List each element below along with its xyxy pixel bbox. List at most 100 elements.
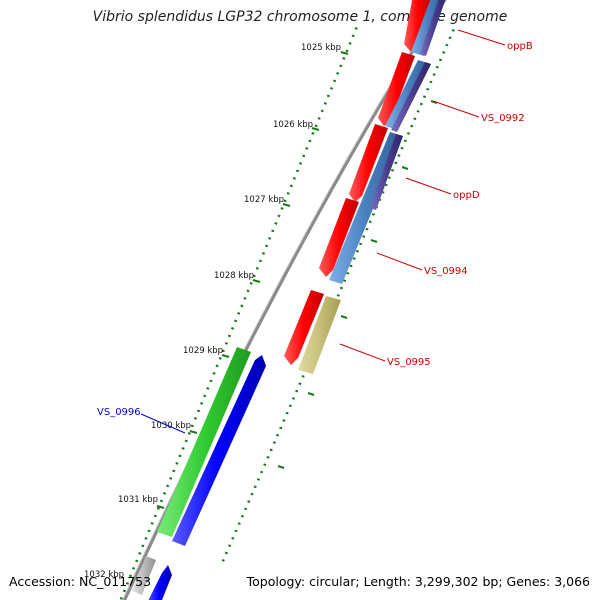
minor-tick xyxy=(209,379,213,383)
cds-oppD xyxy=(349,124,388,202)
callout-VS_0995[interactable]: VS_0995 xyxy=(339,343,431,368)
minor-tick xyxy=(234,319,238,323)
accession-text: Accession: NC_011753 xyxy=(9,574,152,589)
minor-tick xyxy=(244,507,248,511)
minor-tick xyxy=(348,42,352,45)
minor-tick xyxy=(320,109,324,113)
minor-tick xyxy=(291,397,296,400)
gene-label-VS_0992[interactable]: VS_0992 xyxy=(481,113,525,124)
callout-VS_0996[interactable]: VS_0996 xyxy=(97,407,186,434)
cds-next-forward xyxy=(148,565,172,600)
minor-tick xyxy=(200,402,204,405)
minor-tick xyxy=(153,514,157,518)
minor-tick xyxy=(237,312,241,315)
minor-tick xyxy=(156,507,160,510)
gene-label-VS_0994[interactable]: VS_0994 xyxy=(424,266,468,277)
callout-VS_0992[interactable]: VS_0992 xyxy=(432,100,525,124)
minor-tick xyxy=(342,57,346,60)
minor-tick xyxy=(292,177,296,180)
minor-tick xyxy=(333,79,337,83)
scale-label-1026: 1026 kbp xyxy=(273,120,313,130)
map-title: Vibrio splendidus LGP32 chromosome 1, co… xyxy=(92,9,508,25)
minor-tick xyxy=(323,102,327,105)
minor-tick xyxy=(268,237,272,240)
minor-tick xyxy=(336,294,340,297)
minor-tick xyxy=(193,417,198,420)
major-ticks xyxy=(156,51,349,509)
minor-tick xyxy=(301,375,305,378)
minor-tick xyxy=(419,102,423,106)
minor-tick xyxy=(224,342,228,345)
minor-tick xyxy=(314,124,318,128)
minor-tick xyxy=(271,229,275,233)
minor-tick xyxy=(410,124,414,128)
cds-VS_0996 xyxy=(172,355,266,546)
minor-tick xyxy=(253,485,257,489)
cds-oppB xyxy=(404,0,431,52)
minor-tick xyxy=(150,522,154,525)
minor-tick xyxy=(432,73,436,76)
outer-tick-track xyxy=(119,27,358,600)
minor-tick xyxy=(178,454,182,458)
minor-tick xyxy=(435,65,439,69)
callout-oppD[interactable]: oppD xyxy=(405,177,480,201)
minor-tick xyxy=(135,559,139,563)
minor-tick xyxy=(256,478,260,481)
minor-tick xyxy=(351,34,355,38)
minor-tick xyxy=(295,169,300,173)
minor-tick xyxy=(283,199,287,203)
minor-tick xyxy=(445,43,449,47)
minor-tick xyxy=(141,544,145,548)
minor-tick xyxy=(336,72,340,75)
minor-tick xyxy=(231,327,235,330)
minor-tick xyxy=(175,462,179,465)
gene-label-oppB[interactable]: oppB xyxy=(507,41,533,52)
minor-tick xyxy=(329,87,334,90)
minor-tick xyxy=(286,192,290,195)
minor-tick xyxy=(169,477,173,480)
minor-tick xyxy=(261,252,266,255)
minor-tick xyxy=(224,551,228,555)
minor-tick xyxy=(247,500,251,503)
minor-tick xyxy=(122,589,126,593)
callout-oppB[interactable]: oppB xyxy=(457,29,533,52)
minor-tick xyxy=(203,394,207,398)
minor-tick xyxy=(227,334,232,338)
gene-label-VS_0996[interactable]: VS_0996 xyxy=(97,407,141,418)
minor-tick xyxy=(368,220,372,224)
minor-tick xyxy=(339,286,343,290)
minor-tick xyxy=(448,36,452,40)
minor-tick xyxy=(362,235,366,238)
minor-tick xyxy=(147,529,151,533)
gene-label-oppD[interactable]: oppD xyxy=(453,190,480,201)
minor-tick xyxy=(190,424,194,428)
gene-label-VS_0995[interactable]: VS_0995 xyxy=(387,357,431,368)
minor-tick xyxy=(263,463,267,467)
minor-tick xyxy=(125,582,129,585)
minor-tick xyxy=(119,597,123,600)
scale-label-1031: 1031 kbp xyxy=(118,495,158,505)
minor-tick xyxy=(422,95,427,99)
minor-tick xyxy=(305,147,309,150)
minor-tick xyxy=(249,282,253,285)
minor-tick xyxy=(394,161,398,165)
minor-tick xyxy=(258,259,262,263)
minor-tick xyxy=(355,249,359,253)
scale-label-1025: 1025 kbp xyxy=(301,43,341,53)
minor-tick xyxy=(250,492,254,496)
minor-tick xyxy=(295,389,299,393)
minor-tick xyxy=(206,387,210,390)
minor-tick xyxy=(339,64,343,68)
minor-tick xyxy=(352,257,356,260)
minor-tick xyxy=(406,132,411,135)
minor-tick xyxy=(280,207,284,210)
minor-tick xyxy=(308,139,312,143)
minor-tick xyxy=(221,349,225,353)
callout-VS_0994[interactable]: VS_0994 xyxy=(376,252,468,277)
minor-tick xyxy=(326,94,330,98)
minor-tick xyxy=(172,469,176,473)
minor-tick xyxy=(403,139,407,143)
minor-tick xyxy=(302,154,306,158)
minor-tick xyxy=(187,432,191,435)
